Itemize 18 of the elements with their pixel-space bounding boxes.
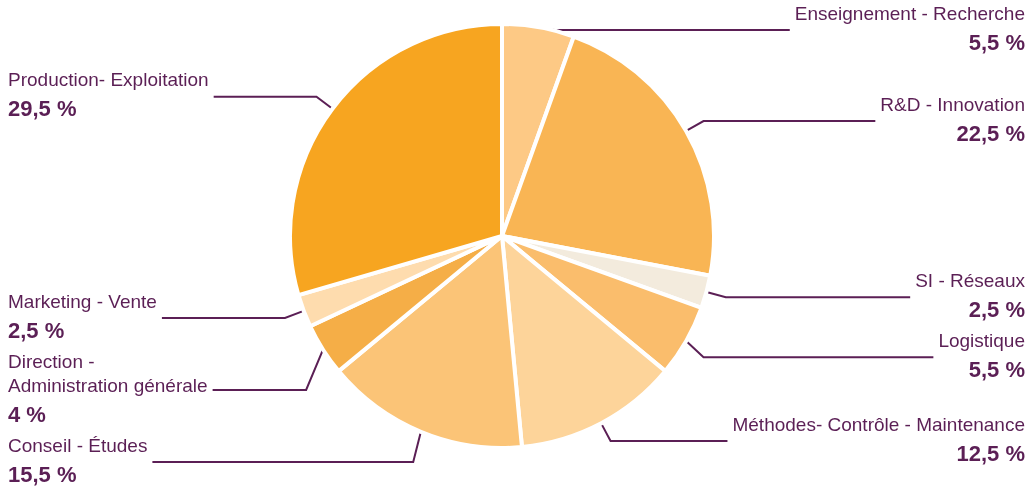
data-label: 5,5 % xyxy=(968,356,1025,382)
slice-label: Conseil - Études xyxy=(8,434,148,456)
data-label: 4 % xyxy=(8,401,46,427)
data-label: 15,5 % xyxy=(8,461,77,487)
data-label: 29,5 % xyxy=(8,96,77,122)
data-label: 22,5 % xyxy=(956,120,1025,146)
slice-label: Direction - Administration générale xyxy=(8,350,208,396)
slice-label: Enseignement - Recherche xyxy=(794,2,1025,24)
slice-label: Marketing - Vente xyxy=(8,290,157,312)
slice-label: Méthodes- Contrôle - Maintenance xyxy=(732,413,1025,435)
data-label: 2,5 % xyxy=(8,317,65,343)
slice-label: Production- Exploitation xyxy=(8,69,209,91)
slice-label: Logistique xyxy=(938,329,1025,351)
data-label: 12,5 % xyxy=(956,440,1025,466)
slice-label: SI - Réseaux xyxy=(915,269,1026,291)
data-label: 2,5 % xyxy=(968,296,1025,322)
slice-label: R&D - Innovation xyxy=(880,93,1025,115)
data-label: 5,5 % xyxy=(968,29,1025,55)
